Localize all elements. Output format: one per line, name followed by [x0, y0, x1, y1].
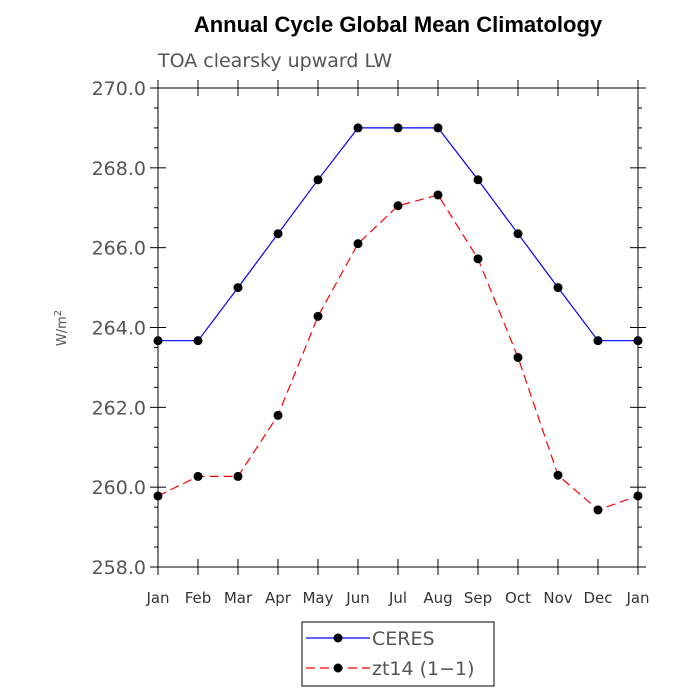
- x-tick-label: Apr: [265, 589, 292, 607]
- y-tick-label: 266.0: [92, 238, 146, 260]
- data-point: [553, 470, 563, 480]
- data-point: [233, 283, 243, 293]
- series-group: [153, 123, 643, 515]
- data-point: [473, 254, 483, 264]
- data-point: [433, 123, 443, 133]
- y-axis-label-superscript: 2: [53, 310, 64, 316]
- y-axis-label-unit: W/m: [55, 316, 70, 346]
- y-axis-label: W/m2: [53, 310, 70, 346]
- y-axis: 258.0 260.0 262.0 264.0 266.0 268.0 270.0: [92, 78, 646, 579]
- data-point: [193, 471, 203, 481]
- x-tick-label: Mar: [224, 589, 253, 607]
- legend-label: zt14 (1−1): [372, 658, 475, 680]
- chart-title: Annual Cycle Global Mean Climatology: [194, 12, 603, 37]
- x-tick-label: Sep: [464, 589, 492, 607]
- data-point: [433, 190, 443, 200]
- data-point: [233, 471, 243, 481]
- y-tick-label: 270.0: [92, 78, 146, 100]
- data-point: [393, 201, 403, 211]
- x-tick-label: Feb: [185, 589, 212, 607]
- chart-subtitle: TOA clearsky upward LW: [157, 50, 392, 72]
- x-tick-label: Nov: [543, 589, 572, 607]
- legend: CERES zt14 (1−1): [301, 621, 495, 687]
- data-point: [593, 505, 603, 515]
- legend-box: [301, 621, 495, 687]
- x-tick-label: Dec: [583, 589, 612, 607]
- x-tick-label: Jan: [145, 589, 169, 607]
- legend-marker: [333, 633, 343, 643]
- series-line-1: [157, 194, 639, 511]
- y-tick-label: 260.0: [92, 477, 146, 499]
- plot-frame: [157, 87, 639, 568]
- x-tick-label: Jul: [388, 589, 407, 607]
- data-point: [473, 175, 483, 185]
- x-tick-label: Jun: [345, 589, 369, 607]
- legend-marker: [333, 663, 343, 673]
- data-point: [393, 123, 403, 133]
- data-point: [553, 283, 563, 293]
- y-tick-label: 268.0: [92, 158, 146, 180]
- data-point: [273, 410, 283, 420]
- x-axis: Jan Feb Mar Apr May Jun Jul Aug Sep Oct Nov Dec Jan: [145, 80, 650, 607]
- x-tick-label: Aug: [423, 589, 452, 607]
- data-point: [353, 239, 363, 249]
- data-point: [593, 336, 603, 346]
- series-line-0: [158, 127, 638, 342]
- data-point: [513, 352, 523, 362]
- x-tick-label: May: [302, 589, 333, 607]
- data-point: [513, 229, 523, 239]
- data-point: [313, 175, 323, 185]
- legend-label: CERES: [372, 628, 435, 650]
- y-tick-label: 258.0: [92, 557, 146, 579]
- data-point: [353, 123, 363, 133]
- x-tick-label: Oct: [505, 589, 531, 607]
- data-point: [273, 229, 283, 239]
- data-point: [313, 311, 323, 321]
- y-tick-label: 264.0: [92, 318, 146, 340]
- x-tick-label: Jan: [625, 589, 649, 607]
- y-tick-label: 262.0: [92, 397, 146, 419]
- data-point: [193, 336, 203, 346]
